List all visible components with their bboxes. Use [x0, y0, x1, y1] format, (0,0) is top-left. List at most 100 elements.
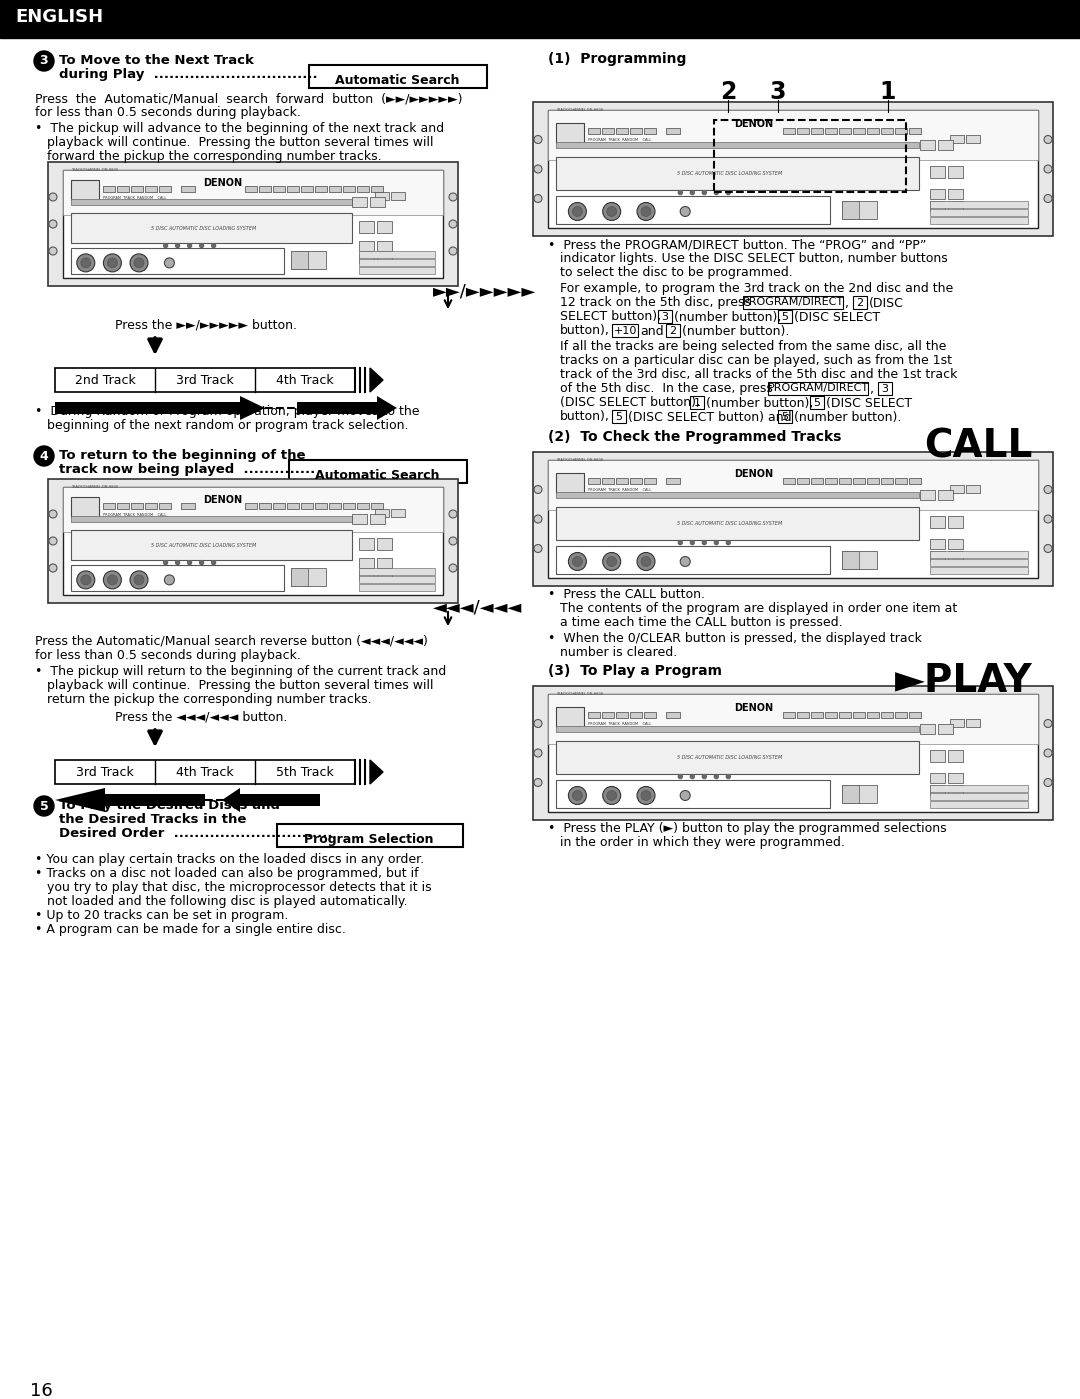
- Bar: [245, 186, 257, 192]
- Text: ,: ,: [845, 297, 849, 311]
- Bar: [357, 186, 369, 192]
- FancyBboxPatch shape: [309, 64, 486, 88]
- Text: playback will continue.  Pressing the button several times will: playback will continue. Pressing the but…: [48, 679, 433, 693]
- Bar: [71, 199, 352, 204]
- FancyBboxPatch shape: [276, 824, 462, 846]
- Circle shape: [212, 561, 216, 565]
- Circle shape: [130, 253, 148, 271]
- Text: If all the tracks are being selected from the same disc, all the: If all the tracks are being selected fro…: [561, 340, 946, 353]
- Bar: [48, 162, 458, 285]
- Text: •  Press the CALL button.: • Press the CALL button.: [548, 588, 705, 602]
- Text: To return to the beginning of the: To return to the beginning of the: [59, 449, 306, 462]
- Text: forward the pickup the corresponding number tracks.: forward the pickup the corresponding num…: [48, 150, 381, 164]
- Circle shape: [726, 775, 730, 779]
- Text: 3: 3: [661, 312, 669, 322]
- Text: (number button).: (number button).: [681, 325, 789, 339]
- Bar: [690, 396, 704, 409]
- Bar: [103, 186, 114, 192]
- Bar: [778, 311, 792, 323]
- Bar: [375, 509, 389, 518]
- Polygon shape: [240, 396, 265, 420]
- Text: 5 DISC AUTOMATIC DISC LOADING SYSTEM: 5 DISC AUTOMATIC DISC LOADING SYSTEM: [677, 755, 782, 760]
- Bar: [159, 186, 171, 192]
- Bar: [329, 186, 341, 192]
- Bar: [930, 774, 945, 783]
- Circle shape: [572, 557, 582, 567]
- Circle shape: [534, 515, 542, 523]
- Circle shape: [678, 190, 683, 194]
- Bar: [301, 186, 313, 192]
- Bar: [360, 568, 435, 575]
- Text: ,: ,: [870, 383, 874, 396]
- Circle shape: [1044, 136, 1052, 144]
- Text: TRACK/CHANNEL DN-H800: TRACK/CHANNEL DN-H800: [71, 485, 118, 488]
- Bar: [360, 576, 435, 583]
- Bar: [63, 171, 443, 278]
- Bar: [556, 706, 584, 727]
- Bar: [71, 213, 352, 243]
- Text: 2: 2: [856, 298, 864, 308]
- Bar: [556, 123, 584, 143]
- Bar: [71, 180, 99, 200]
- Text: Automatic Search: Automatic Search: [335, 74, 459, 87]
- Text: DENON: DENON: [734, 469, 773, 480]
- Circle shape: [134, 257, 144, 267]
- Bar: [616, 477, 627, 484]
- Bar: [71, 497, 99, 518]
- Bar: [948, 189, 963, 200]
- Text: TRACK/CHANNEL DN-H800: TRACK/CHANNEL DN-H800: [556, 457, 603, 462]
- Circle shape: [568, 203, 586, 221]
- Bar: [930, 793, 1028, 800]
- Bar: [666, 477, 680, 484]
- Text: • Tracks on a disc not loaded can also be programmed, but if: • Tracks on a disc not loaded can also b…: [35, 867, 419, 880]
- Circle shape: [637, 553, 654, 571]
- Bar: [343, 186, 355, 192]
- Circle shape: [200, 243, 204, 248]
- Bar: [895, 127, 907, 133]
- Text: PROGRAM/DIRECT: PROGRAM/DIRECT: [768, 383, 868, 393]
- Bar: [181, 186, 195, 192]
- Bar: [556, 508, 919, 540]
- Bar: [867, 477, 879, 484]
- Text: 2: 2: [670, 326, 676, 336]
- Bar: [966, 136, 980, 143]
- Text: number is cleared.: number is cleared.: [561, 646, 677, 659]
- Text: (number button),: (number button),: [674, 311, 781, 325]
- Bar: [131, 502, 143, 509]
- Bar: [357, 502, 369, 509]
- Bar: [55, 760, 355, 783]
- Bar: [839, 127, 851, 133]
- Text: ◄◄◄/◄◄◄: ◄◄◄/◄◄◄: [433, 599, 523, 617]
- Circle shape: [642, 557, 651, 567]
- Circle shape: [714, 775, 718, 779]
- Circle shape: [603, 553, 621, 571]
- Text: tracks on a particular disc can be played, such as from the 1st: tracks on a particular disc can be playe…: [561, 354, 951, 367]
- Circle shape: [33, 446, 54, 466]
- Bar: [548, 111, 1038, 228]
- Bar: [768, 382, 868, 395]
- Bar: [939, 140, 954, 150]
- Bar: [117, 186, 129, 192]
- Bar: [949, 719, 963, 727]
- Text: for less than 0.5 seconds during playback.: for less than 0.5 seconds during playbac…: [35, 649, 301, 662]
- Text: 5: 5: [616, 411, 622, 421]
- Circle shape: [642, 790, 651, 800]
- Bar: [360, 241, 375, 250]
- Bar: [853, 297, 867, 309]
- Bar: [842, 785, 877, 803]
- Bar: [240, 795, 320, 806]
- Bar: [369, 513, 384, 523]
- Circle shape: [603, 786, 621, 804]
- Text: (2)  To Check the Programmed Tracks: (2) To Check the Programmed Tracks: [548, 429, 841, 443]
- Bar: [878, 382, 892, 395]
- Text: indicator lights. Use the DISC SELECT button, number buttons: indicator lights. Use the DISC SELECT bu…: [561, 252, 948, 264]
- Bar: [825, 127, 837, 133]
- Bar: [948, 785, 963, 796]
- Circle shape: [33, 50, 54, 71]
- Circle shape: [163, 243, 167, 248]
- Circle shape: [702, 540, 706, 544]
- Text: ►►/►►►►►: ►►/►►►►►: [433, 283, 537, 299]
- Bar: [343, 502, 355, 509]
- Circle shape: [130, 571, 148, 589]
- Polygon shape: [370, 760, 383, 783]
